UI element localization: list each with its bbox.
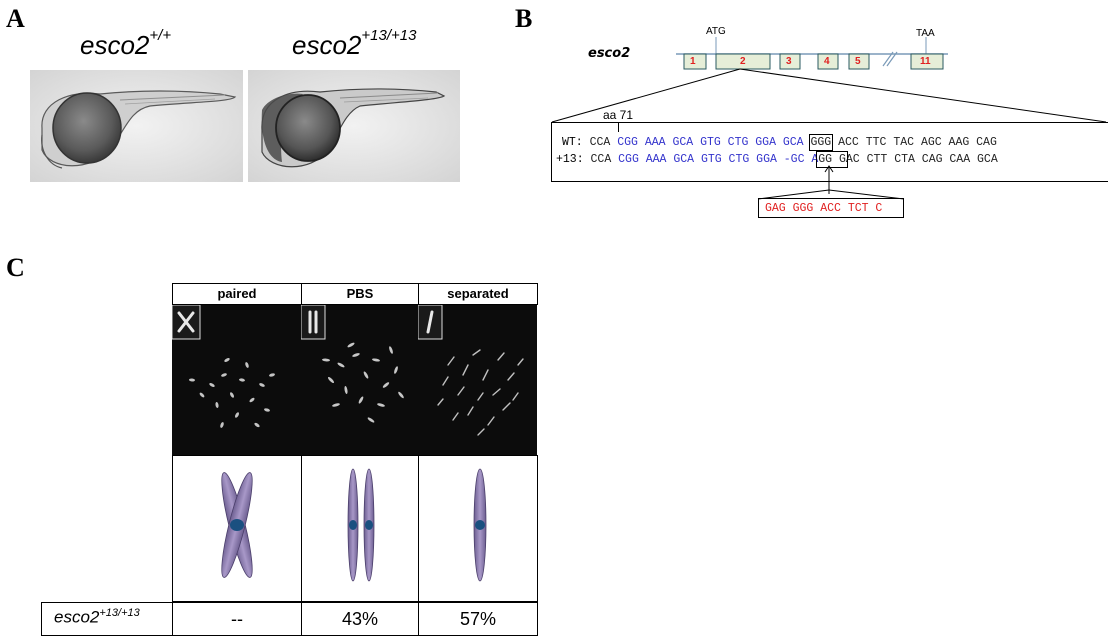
exon-5-box — [848, 53, 870, 70]
schematic-cell-separated — [418, 455, 538, 602]
value-paired: -- — [231, 609, 243, 629]
embryo-mutant-image — [248, 70, 460, 182]
row-genotype-label: esco2+13/+13 — [54, 607, 140, 627]
exon-3-box — [779, 53, 801, 70]
metaphase-spread-separated — [418, 305, 537, 455]
panel-label-a: A — [6, 4, 25, 33]
exon-1-label: 1 — [690, 56, 696, 67]
panel-label-c: C — [6, 253, 25, 282]
separated-chromatid-schematic — [473, 468, 487, 582]
start-codon-label: ATG — [706, 26, 726, 37]
header-paired: paired — [217, 286, 257, 301]
exon-3-label: 3 — [786, 56, 792, 67]
header-separated: separated — [447, 286, 509, 301]
exon-1-box — [683, 53, 707, 70]
wt-sequence-line: WT: CCA CGG AAA GCA GTG CTG GGA GCA GGG … — [562, 134, 997, 151]
exon-11-label: 11 — [920, 56, 931, 67]
exon-2-label: 2 — [740, 56, 746, 67]
pbs-chromatids-schematic — [347, 468, 375, 582]
aa-position-tick — [618, 122, 619, 132]
value-cell-separated — [418, 602, 538, 636]
value-pbs: 43% — [341, 609, 379, 629]
exon-4-box — [817, 53, 839, 70]
exon-4-label: 4 — [824, 56, 830, 67]
header-cell-separated — [418, 283, 538, 305]
insertion-lines — [757, 189, 905, 200]
metaphase-spread-paired — [172, 305, 301, 455]
mutant-sequence-line: +13: CCA CGG AAA GCA GTG CTG GGA -GC AGG… — [556, 151, 998, 168]
embryo-wt-image — [30, 70, 243, 182]
insertion-sequence-box — [758, 198, 904, 218]
exon-11-box — [910, 53, 944, 70]
insertion-sequence: GAG GGG ACC TCT C — [765, 202, 883, 215]
metaphase-spread-pbs — [301, 305, 418, 455]
paired-chromatids-schematic — [221, 472, 253, 578]
gene-name-label: esco2 — [588, 46, 631, 61]
stop-codon-label: TAA — [916, 28, 935, 39]
mutant-boxed-codon: GG G — [816, 151, 848, 168]
gene-structure-diagram — [551, 37, 1107, 123]
aa-position-label: aa 71 — [603, 108, 634, 122]
insertion-arrow — [824, 165, 834, 194]
panel-label-b: B — [515, 4, 533, 33]
value-separated: 57% — [459, 609, 497, 629]
wt-boxed-codon: GGG — [808, 134, 834, 151]
genotype-wt-label: esco2+/+ — [80, 27, 172, 60]
exon-5-label: 5 — [855, 56, 861, 67]
genotype-mutant-label: esco2+13/+13 — [292, 27, 417, 60]
header-pbs: PBS — [346, 286, 374, 301]
